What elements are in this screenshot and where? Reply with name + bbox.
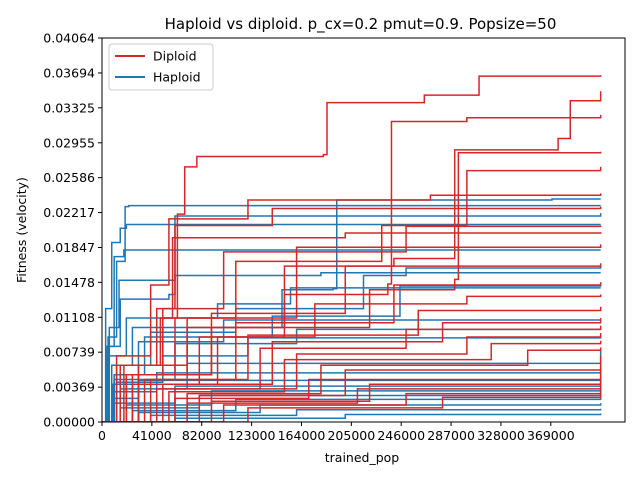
diploid-series-line-39 [102, 340, 602, 422]
diploid-series-line-32 [102, 263, 602, 422]
x-tick-label: 287000 [427, 428, 475, 443]
y-tick-label: 0.00000 [43, 415, 95, 430]
haploid-series-line-0 [102, 223, 601, 422]
legend: Diploid Haploid [108, 43, 214, 91]
legend-label-haploid: Haploid [153, 70, 201, 85]
haploid-series-line-3 [102, 271, 601, 422]
haploid-series-line-21 [102, 413, 602, 422]
diploid-series-line-29 [102, 225, 602, 422]
haploid-series-line-19 [102, 403, 602, 422]
y-tick-label: 0.01108 [43, 310, 95, 325]
diploid-series-line-22 [102, 75, 602, 422]
x-axis-label: trained_pop [325, 450, 400, 465]
y-tick-label: 0.02217 [43, 205, 95, 220]
plot-area [101, 37, 626, 423]
x-tick-label: 328000 [477, 428, 525, 443]
x-tick-label: 246000 [377, 428, 425, 443]
y-tick-label: 0.04064 [43, 31, 95, 46]
x-tick-label: 82000 [182, 428, 222, 443]
y-tick-label: 0.00369 [43, 380, 95, 395]
chart-title: Haploid vs diploid. p_cx=0.2 pmut=0.9. P… [165, 15, 557, 34]
diploid-series-line-34 [102, 294, 602, 422]
y-axis: 0.00000 0.00369 0.00739 0.01108 0.01478 0.018… [43, 31, 102, 430]
plot-frame [101, 37, 626, 423]
x-tick-label: 123000 [228, 428, 276, 443]
diploid-series-line-27 [102, 193, 602, 422]
diploid-series-line-46 [102, 390, 602, 422]
y-tick-label: 0.02586 [43, 170, 95, 185]
x-axis: 0 41000 82000 123000 164000 205000 246000 28700… [98, 422, 575, 443]
series-group [102, 75, 602, 422]
haploid-series-line-5 [102, 198, 601, 422]
diploid-series-line-37 [102, 325, 602, 422]
x-tick-label: 41000 [132, 428, 172, 443]
y-tick-label: 0.03325 [43, 100, 95, 115]
diploid-series-line-33 [102, 282, 602, 422]
haploid-series-line-9 [102, 319, 601, 422]
x-tick-label: 369000 [527, 428, 575, 443]
diploid-series-line-35 [102, 306, 602, 422]
x-tick-label: 0 [98, 428, 106, 443]
y-tick-label: 0.03694 [43, 65, 95, 80]
x-tick-label: 164000 [278, 428, 326, 443]
haploid-series-line-18 [102, 397, 602, 422]
haploid-series-line-2 [102, 249, 601, 422]
x-tick-label: 205000 [327, 428, 375, 443]
y-axis-label: Fitness (velocity) [14, 177, 29, 283]
y-tick-label: 0.01478 [43, 275, 95, 290]
haploid-series-line-20 [102, 408, 602, 422]
diploid-series-line-36 [102, 318, 602, 422]
legend-label-diploid: Diploid [153, 49, 197, 64]
diploid-series-line-30 [102, 232, 602, 422]
y-tick-label: 0.01847 [43, 240, 95, 255]
y-tick-label: 0.02955 [43, 135, 95, 150]
y-tick-label: 0.00739 [43, 345, 95, 360]
